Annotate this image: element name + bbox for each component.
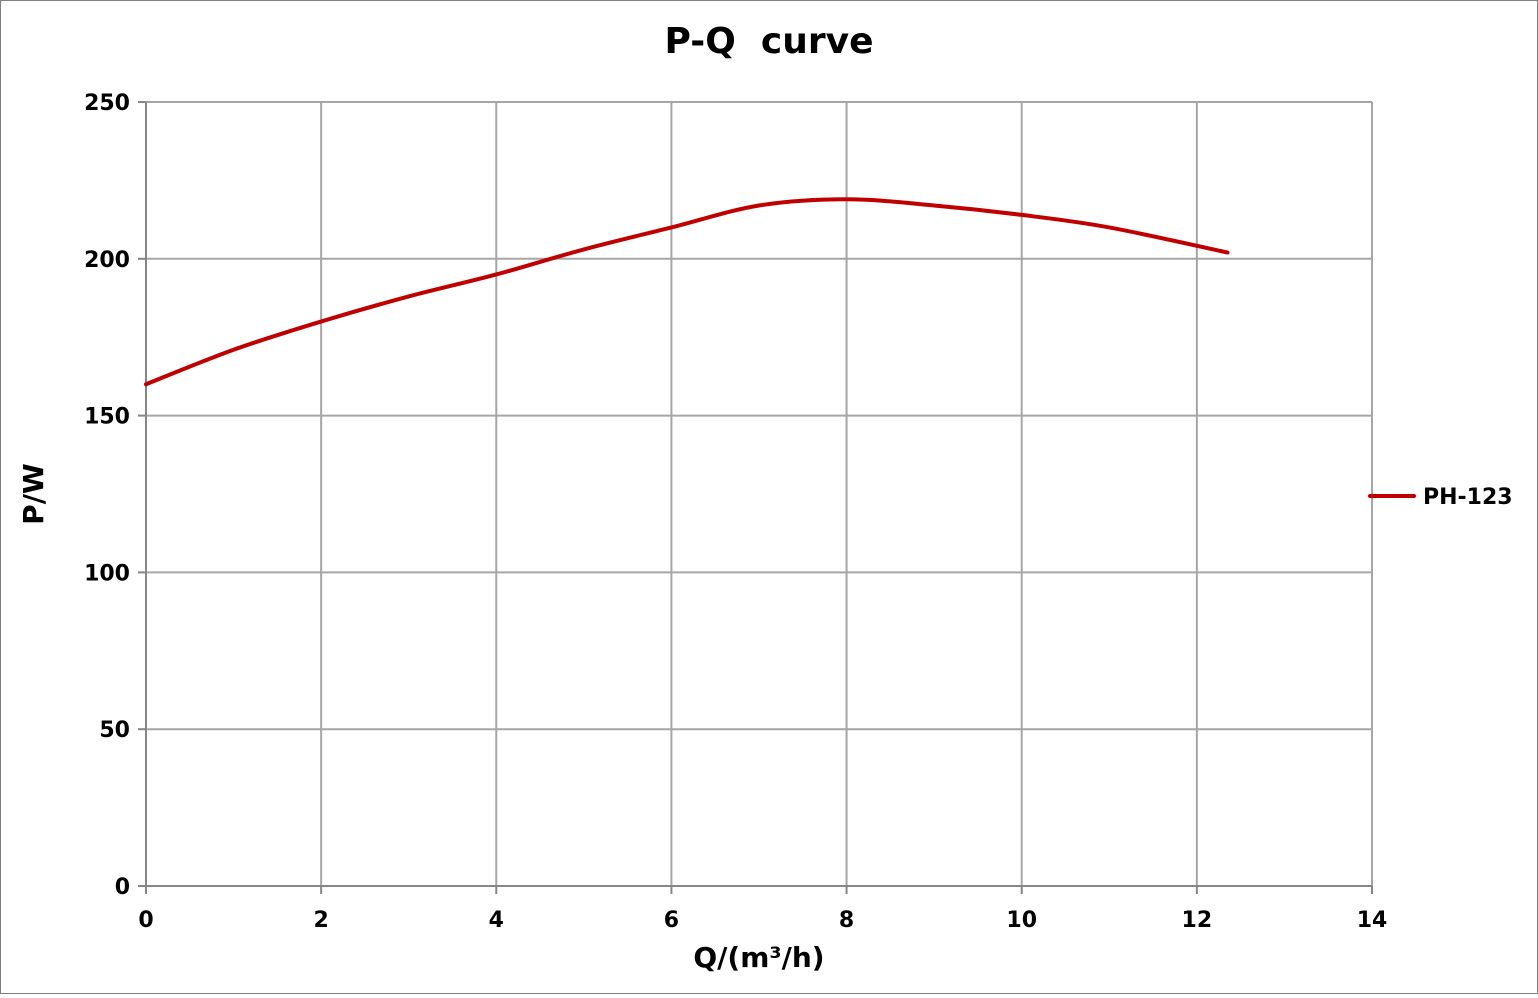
y-tick-label-200: 200 <box>84 248 130 273</box>
x-tick-label-2: 2 <box>313 908 328 933</box>
legend-label-ph-123: PH-123 <box>1423 485 1513 510</box>
legend: PH-123 <box>1368 485 1513 510</box>
chart-title: P-Q curve <box>665 21 874 62</box>
x-tick-label-4: 4 <box>489 908 504 933</box>
tick-labels: 0 50 100 150 200 250 0 2 4 6 8 10 12 14 <box>84 91 1387 933</box>
x-tick-label-14: 14 <box>1357 908 1388 933</box>
series-line-ph-123 <box>144 197 1230 387</box>
x-tick-label-6: 6 <box>664 908 679 933</box>
series-lines <box>144 197 1230 387</box>
x-tick-label-0: 0 <box>138 908 153 933</box>
x-tick-label-8: 8 <box>839 908 854 933</box>
x-tick-label-10: 10 <box>1006 908 1037 933</box>
y-tick-label-0: 0 <box>115 875 130 900</box>
y-axis-title: P/W <box>17 463 50 525</box>
grid-lines <box>146 101 1373 886</box>
y-tick-label-50: 50 <box>99 718 130 743</box>
y-tick-label-150: 150 <box>84 405 130 430</box>
x-axis-title: Q/(m³/h) <box>693 941 824 974</box>
y-tick-label-100: 100 <box>84 561 130 586</box>
y-tick-label-250: 250 <box>84 91 130 116</box>
x-tick-label-12: 12 <box>1182 908 1213 933</box>
axes <box>138 101 1373 894</box>
